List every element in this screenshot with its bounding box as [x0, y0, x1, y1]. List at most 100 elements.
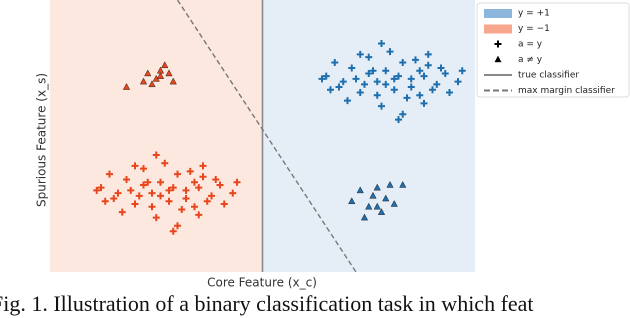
- point: [123, 176, 130, 184]
- point: [148, 203, 156, 211]
- point: [441, 69, 449, 77]
- point: [110, 195, 118, 203]
- point: [229, 189, 237, 197]
- point: [382, 80, 390, 88]
- point: [458, 67, 466, 75]
- point: [420, 99, 428, 107]
- point: [373, 78, 381, 86]
- point: [424, 50, 432, 58]
- point: [361, 80, 368, 88]
- point: [360, 213, 369, 221]
- point: [416, 67, 424, 75]
- legend-label: y = −1: [518, 24, 550, 34]
- point: [437, 64, 445, 72]
- legend-swatch: [484, 9, 512, 18]
- point: [356, 186, 364, 194]
- point: [101, 197, 109, 205]
- point: [161, 159, 169, 167]
- x-axis-label: Core Feature (x_c): [207, 276, 317, 290]
- point: [148, 189, 156, 197]
- point: [178, 205, 186, 213]
- point: [399, 180, 407, 188]
- point: [390, 75, 398, 83]
- point: [140, 165, 147, 173]
- point: [416, 91, 424, 99]
- point: [165, 69, 173, 77]
- legend-label: y = +1: [518, 9, 550, 19]
- point: [106, 170, 113, 178]
- point: [156, 72, 165, 79]
- caption: Fig. 1. Illustration of a binary classif…: [0, 291, 534, 316]
- point: [373, 183, 381, 191]
- point: [390, 86, 398, 94]
- point: [407, 75, 415, 83]
- point: [446, 88, 453, 96]
- point: [494, 55, 502, 63]
- point: [399, 110, 407, 118]
- point: [377, 208, 386, 215]
- point: [327, 86, 334, 94]
- legend-label: true classifier: [518, 71, 579, 81]
- point: [356, 50, 364, 58]
- point: [174, 222, 181, 230]
- point: [131, 162, 139, 170]
- point: [369, 67, 377, 75]
- max-margin-classifier: [176, 0, 357, 273]
- point: [165, 186, 173, 194]
- point: [97, 184, 105, 192]
- point: [233, 178, 241, 186]
- y-axis-label: Spurious Feature (x_s): [35, 73, 49, 207]
- point: [331, 59, 339, 67]
- point: [144, 178, 152, 186]
- legend-label: a ≠ y: [518, 55, 543, 65]
- point: [369, 191, 377, 199]
- point: [131, 200, 139, 208]
- point: [318, 75, 326, 83]
- point: [356, 88, 364, 96]
- point: [139, 77, 148, 85]
- point: [378, 40, 385, 48]
- point: [386, 180, 394, 188]
- region-positive: [262, 0, 475, 272]
- point: [386, 48, 394, 56]
- point: [127, 186, 135, 194]
- point: [152, 214, 160, 222]
- point: [216, 181, 224, 189]
- point: [407, 83, 415, 91]
- point: [203, 197, 211, 205]
- point: [208, 192, 215, 200]
- point: [152, 151, 160, 159]
- legend-swatch: [484, 24, 512, 34]
- point: [161, 61, 169, 69]
- point: [352, 75, 360, 83]
- point: [199, 173, 207, 181]
- point: [403, 94, 411, 102]
- point: [165, 197, 173, 205]
- point: [429, 86, 436, 94]
- point: [122, 83, 131, 90]
- point: [212, 176, 220, 184]
- point: [169, 184, 177, 192]
- point: [169, 227, 177, 235]
- legend-label: max margin classifier: [518, 86, 615, 96]
- point: [322, 72, 330, 80]
- point: [395, 116, 402, 124]
- point: [174, 170, 181, 178]
- point: [365, 53, 373, 61]
- point: [365, 69, 373, 77]
- point: [344, 97, 351, 105]
- point: [148, 80, 156, 88]
- point: [135, 192, 143, 200]
- point: [191, 203, 198, 211]
- point: [157, 178, 164, 186]
- point: [191, 178, 198, 186]
- point: [365, 202, 373, 210]
- point: [373, 91, 381, 99]
- point: [382, 67, 390, 75]
- point: [169, 77, 177, 85]
- point: [348, 197, 356, 205]
- point: [420, 72, 428, 80]
- point: [140, 181, 147, 189]
- point: [114, 189, 122, 197]
